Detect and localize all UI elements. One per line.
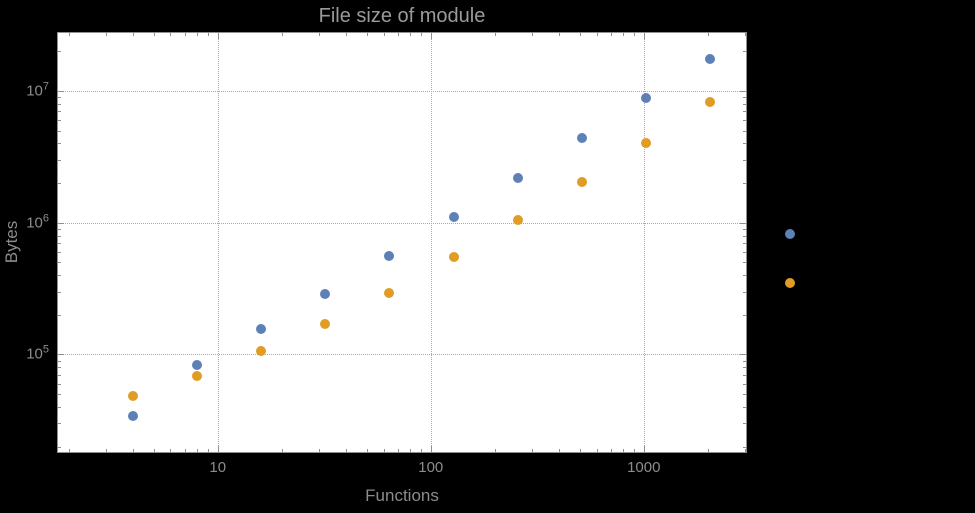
plot-area (57, 32, 747, 453)
y-tick-label: 105 (26, 344, 49, 364)
x-tick-label: 10 (209, 459, 227, 476)
legend-marker-series-1 (785, 229, 795, 239)
y-tick-label: 107 (26, 80, 49, 100)
x-tick-label: 100 (418, 459, 444, 476)
x-tick-label: 1000 (627, 459, 661, 476)
y-axis-label: Bytes (2, 220, 21, 264)
y-tick-label: 106 (26, 212, 49, 232)
legend-marker-series-2 (785, 278, 795, 288)
x-axis-label: Functions (365, 486, 439, 505)
chart-title: File size of module (318, 5, 486, 27)
